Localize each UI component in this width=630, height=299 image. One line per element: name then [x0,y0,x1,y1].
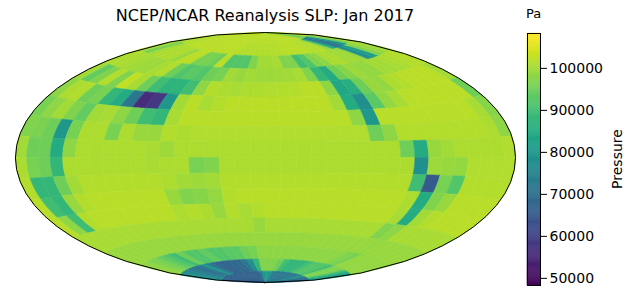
svg-text:60000: 60000 [550,228,595,244]
html-text:Pressure: Pressure [609,129,625,189]
svg-text:50000: 50000 [550,270,595,286]
html-text:Pa: Pa [525,6,542,21]
html-text:NCEP/NCAR Reanalysis SLP: Jan: NCEP/NCAR Reanalysis SLP: Jan 2017 [115,6,415,25]
svg-text:90000: 90000 [550,102,595,118]
svg-text:80000: 80000 [550,144,595,160]
svg-text:100000: 100000 [550,60,603,76]
svg-text:70000: 70000 [550,186,595,202]
